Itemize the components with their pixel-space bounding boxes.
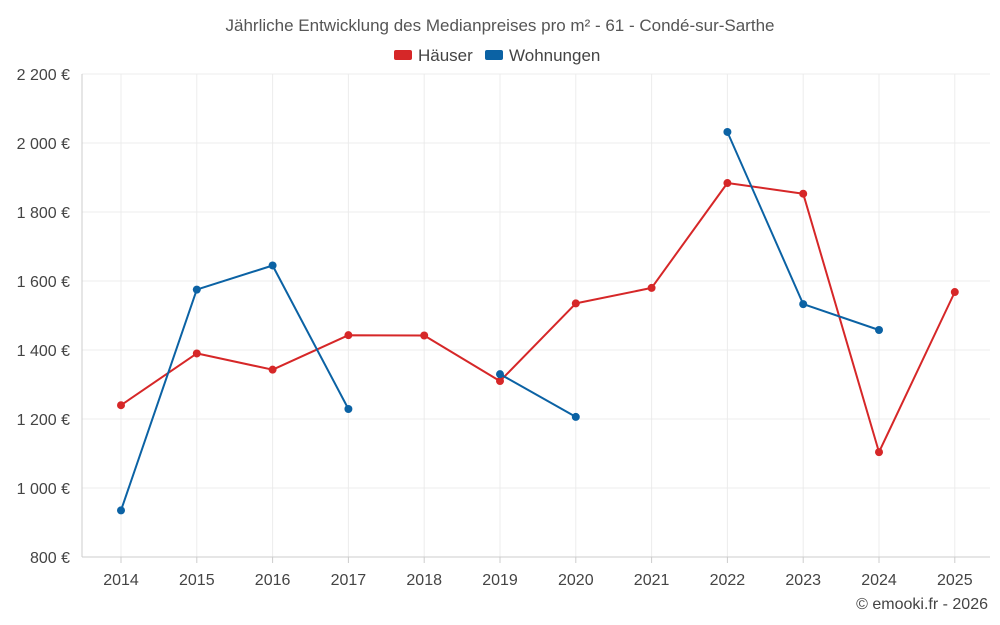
x-tick-label: 2025 [937,572,973,589]
data-point-haeuser[interactable] [117,401,125,410]
x-tick-label: 2018 [406,572,442,589]
y-tick-label: 1 000 € [17,481,70,498]
series-haeuser [117,179,959,457]
series-line-wohnungen [499,373,577,418]
y-tick-label: 1 600 € [17,274,70,291]
data-point-haeuser[interactable] [192,349,201,358]
legend-item-wohnungen[interactable]: Wohnungen [485,46,600,65]
data-point-wohnungen[interactable] [875,325,883,334]
x-tick-label: 2015 [179,572,215,589]
series-line-wohnungen [120,264,350,511]
series-line-haeuser [120,182,956,454]
data-point-wohnungen[interactable] [571,412,580,421]
y-tick-label: 1 200 € [17,412,70,429]
x-tick-label: 2019 [482,572,518,589]
x-tick-label: 2014 [103,572,139,589]
series-wohnungen [117,127,883,515]
data-point-haeuser[interactable] [723,179,732,188]
legend: Häuser Wohnungen [394,46,600,65]
y-tick-label: 2 000 € [17,136,70,153]
data-point-haeuser[interactable] [268,365,277,374]
data-point-haeuser[interactable] [799,189,808,198]
x-tick-label: 2023 [785,572,821,589]
data-point-wohnungen[interactable] [117,506,125,515]
legend-swatch-haeuser [394,50,412,60]
credit-text: © emooki.fr - 2026 [856,596,988,613]
legend-label-haeuser: Häuser [418,46,473,65]
x-tick-label: 2021 [634,572,670,589]
data-point-haeuser[interactable] [496,377,504,386]
data-point-haeuser[interactable] [875,448,883,457]
y-tick-label: 1 800 € [17,205,70,222]
data-point-wohnungen[interactable] [496,370,504,379]
data-point-wohnungen[interactable] [344,404,353,413]
y-tick-label: 2 200 € [17,67,70,84]
data-point-haeuser[interactable] [950,288,959,297]
data-point-wohnungen[interactable] [723,127,732,136]
data-point-wohnungen[interactable] [799,300,808,309]
x-tick-label: 2017 [331,572,367,589]
data-point-haeuser[interactable] [647,283,656,292]
series-layer [117,127,959,515]
x-tick-label: 2024 [861,572,897,589]
chart-title: Jährliche Entwicklung des Medianpreises … [226,16,775,35]
data-point-haeuser[interactable] [571,299,580,308]
data-point-haeuser[interactable] [344,331,353,340]
x-tick-label: 2022 [710,572,746,589]
x-tick-label: 2016 [255,572,291,589]
legend-swatch-wohnungen [485,50,503,60]
y-tick-label: 800 € [30,550,70,567]
data-point-wohnungen[interactable] [268,261,277,270]
legend-item-haeuser[interactable]: Häuser [394,46,473,65]
legend-label-wohnungen: Wohnungen [509,46,600,65]
grid [82,73,990,558]
data-point-haeuser[interactable] [420,331,429,340]
x-tick-label: 2020 [558,572,594,589]
data-point-wohnungen[interactable] [192,285,201,294]
y-tick-label: 1 400 € [17,343,70,360]
axes: 800 € 1 000 € 1 200 € 1 400 € 1 600 € 1 800 €… [17,67,990,589]
